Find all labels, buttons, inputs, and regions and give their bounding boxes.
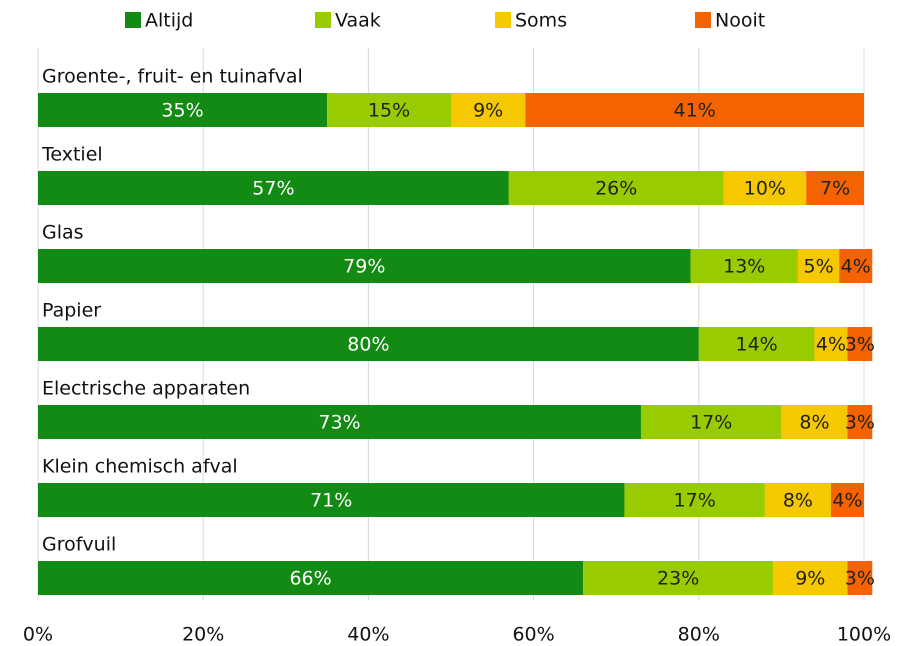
data-label: 3%: [845, 412, 875, 434]
x-tick-label: 40%: [347, 624, 389, 646]
data-label: 8%: [783, 490, 813, 512]
category-label: Grofvuil: [42, 534, 116, 556]
legend-swatch: [695, 12, 711, 28]
bar-segment: [624, 483, 765, 517]
bar-segment: [38, 249, 691, 283]
legend-label: Altijd: [145, 10, 193, 32]
legend-label: Soms: [515, 10, 567, 32]
data-label: 4%: [832, 490, 862, 512]
bar-segment: [773, 561, 848, 595]
data-label: 80%: [347, 334, 389, 356]
data-label: 17%: [674, 490, 716, 512]
bar-segment: [690, 249, 798, 283]
bar-segment: [508, 171, 724, 205]
data-label: 35%: [161, 100, 203, 122]
category-label: Klein chemisch afval: [42, 456, 238, 478]
legend-swatch: [125, 12, 141, 28]
x-tick-label: 60%: [512, 624, 554, 646]
data-label: 13%: [723, 256, 765, 278]
data-label: 4%: [841, 256, 871, 278]
data-label: 3%: [845, 568, 875, 590]
data-label: 4%: [816, 334, 846, 356]
data-label: 15%: [368, 100, 410, 122]
data-label: 71%: [310, 490, 352, 512]
x-tick-label: 80%: [678, 624, 720, 646]
legend-label: Nooit: [715, 10, 765, 32]
data-label: 14%: [736, 334, 778, 356]
data-label: 26%: [595, 178, 637, 200]
bar-segment: [525, 93, 864, 127]
data-label: 79%: [343, 256, 385, 278]
bar-segment: [38, 93, 328, 127]
bar-segment: [830, 483, 864, 517]
bar-segment: [38, 405, 641, 439]
data-label: 3%: [845, 334, 875, 356]
bar-segment: [814, 327, 848, 361]
bar-segment: [327, 93, 451, 127]
data-label: 5%: [803, 256, 833, 278]
category-label: Glas: [42, 222, 84, 244]
data-label: 7%: [820, 178, 850, 200]
bar-segment: [451, 93, 526, 127]
bar-segment: [806, 171, 864, 205]
category-label: Papier: [42, 300, 101, 322]
bar-segment: [847, 405, 873, 439]
category-label: Electrische apparaten: [42, 378, 250, 400]
data-label: 8%: [799, 412, 829, 434]
data-label: 9%: [795, 568, 825, 590]
bar-segment: [723, 171, 807, 205]
bar-segment: [583, 561, 774, 595]
bar-segment: [847, 561, 873, 595]
data-label: 17%: [690, 412, 732, 434]
data-label: 9%: [473, 100, 503, 122]
data-label: 41%: [674, 100, 716, 122]
bar-segment: [38, 171, 509, 205]
bar-segment: [847, 327, 873, 361]
data-label: 73%: [318, 412, 360, 434]
data-label: 57%: [252, 178, 294, 200]
bar-segment: [38, 561, 584, 595]
bar-segment: [640, 405, 782, 439]
bar-segment: [38, 483, 625, 517]
data-label: 10%: [744, 178, 786, 200]
data-label: 66%: [289, 568, 331, 590]
legend-swatch: [315, 12, 331, 28]
data-label: 23%: [657, 568, 699, 590]
legend-swatch: [495, 12, 511, 28]
legend-label: Vaak: [335, 10, 381, 32]
bar-segment: [698, 327, 815, 361]
bar-segment: [781, 405, 848, 439]
bar-segment: [38, 327, 699, 361]
x-tick-label: 100%: [837, 624, 891, 646]
bar-segment: [839, 249, 873, 283]
x-tick-label: 20%: [182, 624, 224, 646]
bar-segment: [764, 483, 831, 517]
bar-segment: [797, 249, 840, 283]
category-label: Groente-, fruit- en tuinafval: [42, 66, 303, 88]
category-label: Textiel: [41, 144, 103, 166]
x-tick-label: 0%: [23, 624, 53, 646]
